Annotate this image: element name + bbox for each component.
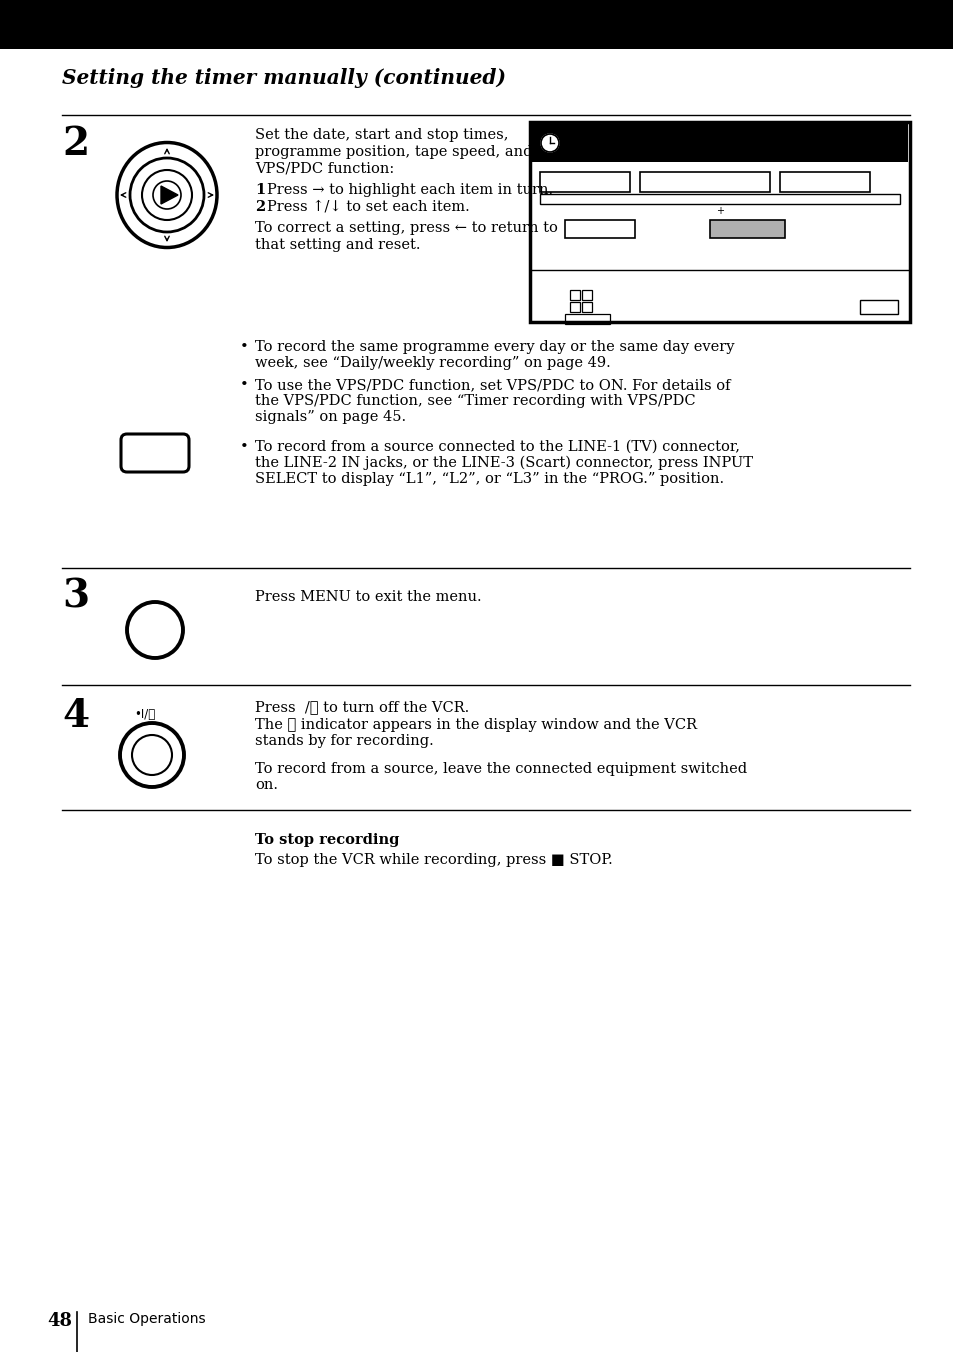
- Text: Press → to highlight each item in turn.: Press → to highlight each item in turn.: [267, 183, 553, 197]
- Bar: [709, 220, 784, 238]
- Bar: [581, 289, 592, 300]
- Text: Press ↑/↓ to set each item.: Press ↑/↓ to set each item.: [267, 200, 469, 214]
- Text: VPS/PDC function:: VPS/PDC function:: [254, 162, 394, 176]
- Text: Press  /⏻ to turn off the VCR.: Press /⏻ to turn off the VCR.: [254, 700, 469, 714]
- Text: •I/⏻: •I/⏻: [134, 708, 155, 721]
- Text: The ⌛ indicator appears in the display window and the VCR: The ⌛ indicator appears in the display w…: [254, 718, 697, 731]
- Text: To record from a source, leave the connected equipment switched: To record from a source, leave the conne…: [254, 763, 746, 776]
- Text: To use the VPS/PDC function, set VPS/PDC to ON. For details of: To use the VPS/PDC function, set VPS/PDC…: [254, 379, 730, 392]
- Bar: [0, 35, 953, 49]
- Text: To stop the VCR while recording, press ■ STOP.: To stop the VCR while recording, press ■…: [254, 853, 612, 867]
- Text: on.: on.: [254, 777, 277, 792]
- Text: To record from a source connected to the LINE-1 (TV) connector,: To record from a source connected to the…: [254, 439, 740, 454]
- Text: 3: 3: [62, 579, 89, 617]
- Text: To record the same programme every day or the same day every: To record the same programme every day o…: [254, 339, 734, 354]
- Text: the VPS/PDC function, see “Timer recording with VPS/PDC: the VPS/PDC function, see “Timer recordi…: [254, 393, 695, 408]
- Text: +: +: [716, 206, 723, 216]
- Bar: [569, 301, 579, 312]
- Text: 4: 4: [62, 698, 89, 735]
- Bar: [780, 172, 869, 192]
- Bar: [564, 220, 635, 238]
- Text: the LINE-2 IN jacks, or the LINE-3 (Scart) connector, press INPUT: the LINE-2 IN jacks, or the LINE-3 (Scar…: [254, 456, 752, 470]
- Text: •: •: [240, 379, 249, 392]
- Bar: [564, 314, 609, 324]
- Bar: [639, 172, 769, 192]
- Circle shape: [127, 602, 183, 658]
- Text: that setting and reset.: that setting and reset.: [254, 238, 420, 251]
- Bar: [859, 300, 897, 314]
- Bar: [569, 289, 579, 300]
- Bar: [532, 124, 907, 162]
- Text: SELECT to display “L1”, “L2”, or “L3” in the “PROG.” position.: SELECT to display “L1”, “L2”, or “L3” in…: [254, 472, 723, 485]
- Text: 2: 2: [62, 124, 89, 164]
- Text: To stop recording: To stop recording: [254, 833, 399, 846]
- Circle shape: [120, 723, 184, 787]
- Text: 48: 48: [47, 1311, 71, 1330]
- Ellipse shape: [117, 142, 216, 247]
- Polygon shape: [161, 187, 178, 204]
- Text: Setting the timer manually (continued): Setting the timer manually (continued): [62, 68, 505, 88]
- Bar: [539, 193, 899, 204]
- Text: Basic Operations: Basic Operations: [88, 1311, 206, 1326]
- Bar: [0, 0, 953, 49]
- FancyBboxPatch shape: [121, 434, 189, 472]
- Text: 2: 2: [254, 200, 265, 214]
- Text: programme position, tape speed, and: programme position, tape speed, and: [254, 145, 532, 160]
- Bar: [539, 172, 629, 192]
- Bar: [581, 301, 592, 312]
- Text: Set the date, start and stop times,: Set the date, start and stop times,: [254, 128, 508, 142]
- Text: Press MENU to exit the menu.: Press MENU to exit the menu.: [254, 589, 481, 604]
- Text: To correct a setting, press ← to return to: To correct a setting, press ← to return …: [254, 220, 558, 235]
- Text: •: •: [240, 439, 249, 454]
- Text: week, see “Daily/weekly recording” on page 49.: week, see “Daily/weekly recording” on pa…: [254, 356, 610, 370]
- Text: signals” on page 45.: signals” on page 45.: [254, 410, 406, 425]
- Text: •: •: [240, 339, 249, 354]
- Text: 1: 1: [254, 183, 265, 197]
- Circle shape: [540, 134, 558, 151]
- Bar: [530, 122, 909, 322]
- Text: stands by for recording.: stands by for recording.: [254, 734, 434, 748]
